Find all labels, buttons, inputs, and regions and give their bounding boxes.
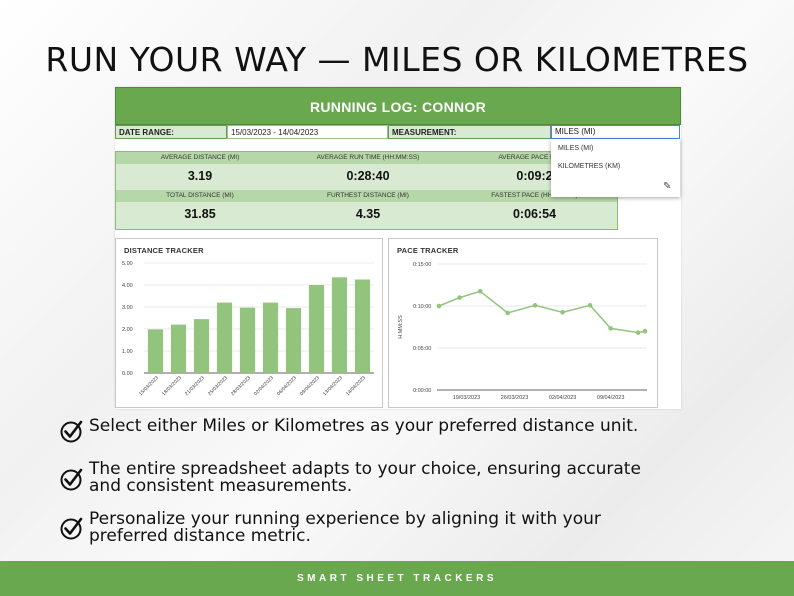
data-point [560, 310, 565, 315]
date-range-value[interactable]: 15/03/2023 - 14/04/2023 [227, 125, 388, 139]
bar [216, 302, 233, 373]
bar [170, 324, 187, 373]
pace-chart-title: PACE TRACKER [397, 246, 459, 255]
x-tick-label: 15/03/2023 [138, 375, 160, 397]
y-tick-label: 0.00 [122, 371, 133, 377]
check-circle-icon [60, 517, 83, 540]
bar [262, 302, 279, 373]
pace-line-chart: 0:00:00 0:05:00 0:10:00 0:15:00 19/03/2023 26… [398, 262, 648, 401]
x-tick-label: 02/04/2023 [549, 395, 577, 401]
x-tick-label: 19/03/2023 [453, 395, 481, 401]
x-tick-label: 13/04/2023 [322, 375, 344, 397]
x-tick-label: 09/04/2023 [299, 375, 321, 397]
y-tick-label: 0:05:00 [413, 346, 431, 352]
x-tick-label: 09/04/2023 [597, 395, 625, 401]
feature-text: Select either Miles or Kilometres as you… [89, 416, 639, 436]
measurement-label: MEASUREMENT: [388, 125, 551, 139]
y-tick-label: 5.00 [122, 261, 133, 267]
y-tick-label: 2.00 [122, 327, 133, 333]
feature-text: Personalize your running experience by a… [89, 509, 601, 546]
data-point [608, 326, 613, 331]
total-distance-value: 31.85 [184, 207, 216, 221]
bar [285, 308, 302, 373]
y-tick-label: 4.00 [122, 283, 133, 289]
fastest-pace-value: 0:06:54 [512, 207, 557, 221]
distance-chart-title: DISTANCE TRACKER [124, 246, 204, 255]
distance-bar-chart: 0.00 1.00 2.00 3.00 4.00 5.00 15/03/2023 18/03/… [122, 261, 374, 397]
x-tick-label: 02/04/2023 [253, 375, 275, 397]
x-tick-label: 26/03/2023 [501, 395, 529, 401]
bar [354, 279, 371, 373]
y-tick-label: 3.00 [122, 305, 133, 311]
data-point [642, 328, 648, 334]
total-distance-label: TOTAL DISTANCE (MI) [116, 190, 284, 202]
dropdown-option-kilometres[interactable]: KILOMETRES (KM) [558, 163, 621, 170]
avg-distance-label: AVERAGE DISTANCE (MI) [116, 152, 284, 164]
stats-panel: AVERAGE DISTANCE (MI) AVERAGE RUN TIME (… [115, 151, 618, 230]
filter-row: DATE RANGE: 15/03/2023 - 14/04/2023 MEAS… [115, 125, 681, 139]
measurement-dropdown: MILES (MI) KILOMETRES (KM) ✎ [551, 139, 680, 197]
spreadsheet-screenshot: RUNNING LOG: CONNOR DATE RANGE: 15/03/20… [115, 87, 681, 409]
x-tick-label: 28/03/2023 [230, 375, 252, 397]
avg-run-time-label: AVERAGE RUN TIME (HH:MM:SS) [284, 152, 452, 164]
bar [331, 277, 348, 373]
bar [308, 285, 325, 373]
bar [193, 319, 210, 373]
x-tick-label: 21/03/2023 [184, 375, 206, 397]
data-point [477, 289, 483, 294]
pace-tracker-card: PACE TRACKER 0:00:00 0:05:00 0:10:00 0:15:0… [388, 238, 658, 408]
pencil-icon[interactable]: ✎ [663, 181, 672, 192]
y-tick-label: 0:10:00 [413, 304, 431, 310]
avg-run-time-value: 0:28:40 [346, 169, 390, 183]
data-point [532, 303, 538, 308]
y-tick-label: 1.00 [122, 349, 133, 355]
date-range-label: DATE RANGE: [115, 125, 227, 139]
y-tick-label: 0:15:00 [413, 262, 431, 268]
bar [239, 307, 256, 373]
furthest-distance-value: 4.35 [355, 207, 381, 221]
x-tick-label: 25/03/2023 [207, 375, 229, 397]
data-point [505, 310, 510, 316]
dropdown-option-miles[interactable]: MILES (MI) [558, 145, 594, 152]
log-title: RUNNING LOG: CONNOR [115, 87, 681, 125]
pace-series-line [438, 290, 646, 334]
check-circle-icon [60, 420, 83, 443]
data-point [436, 303, 442, 309]
furthest-distance-label: FURTHEST DISTANCE (MI) [284, 190, 452, 202]
distance-tracker-card: DISTANCE TRACKER 0.00 1.00 2.00 3.00 4.00 5.0… [115, 238, 383, 408]
x-tick-label: 14/04/2023 [345, 375, 367, 397]
measurement-select[interactable]: MILES (MI) [551, 125, 680, 139]
y-axis-label: H:MM:SS [398, 315, 404, 339]
check-circle-icon [60, 468, 83, 491]
bar [147, 329, 164, 373]
avg-distance-value: 3.19 [187, 169, 213, 183]
footer-brand: SMART SHEET TRACKERS [0, 561, 794, 596]
avg-pace-value: 0:09:2 [516, 169, 553, 183]
headline: RUN YOUR WAY — MILES OR KILOMETRES [45, 40, 749, 79]
data-point [635, 330, 641, 335]
x-tick-label: 06/04/2023 [276, 375, 298, 397]
y-tick-label: 0:00:00 [413, 388, 431, 394]
x-tick-label: 18/03/2023 [161, 375, 183, 397]
data-point [587, 303, 593, 308]
data-point [457, 295, 462, 300]
feature-text: The entire spreadsheet adapts to your ch… [89, 459, 641, 496]
